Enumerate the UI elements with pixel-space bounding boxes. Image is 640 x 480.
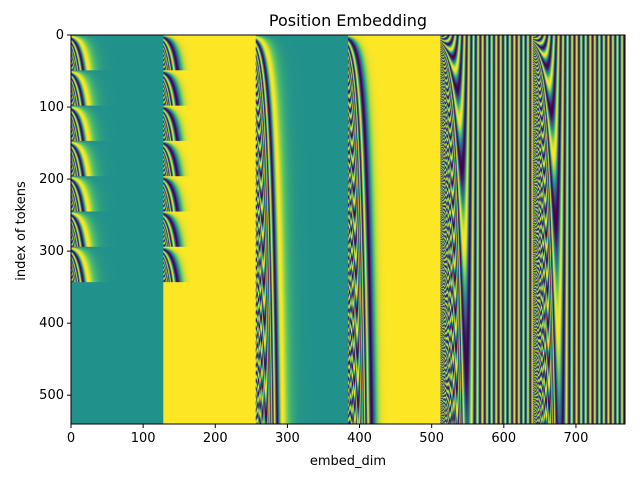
plot-frame (70, 34, 626, 425)
y-tick-label: 100 (39, 100, 64, 115)
x-tick-label: 700 (564, 431, 589, 446)
x-axis-label: embed_dim (310, 454, 386, 469)
x-tick-label: 0 (67, 431, 75, 446)
plot-area (70, 34, 626, 425)
y-tick-label: 0 (56, 28, 64, 43)
x-tick-label: 300 (275, 431, 300, 446)
y-axis-label: index of tokens (14, 181, 29, 281)
y-tick-label: 400 (39, 316, 64, 331)
x-tick-label: 100 (131, 431, 156, 446)
y-tick-label: 200 (39, 172, 64, 187)
heatmap-image (71, 35, 625, 424)
x-axis: 0 100 200 300 400 500 600 700 (67, 424, 589, 446)
x-tick-label: 200 (203, 431, 228, 446)
y-axis: 0 100 200 300 400 500 (39, 28, 71, 403)
y-tick-label: 500 (39, 388, 64, 403)
y-tick-label: 300 (39, 244, 64, 259)
x-tick-label: 500 (419, 431, 444, 446)
chart-title: Position Embedding (269, 11, 427, 30)
x-tick-label: 400 (347, 431, 372, 446)
x-tick-label: 600 (491, 431, 516, 446)
